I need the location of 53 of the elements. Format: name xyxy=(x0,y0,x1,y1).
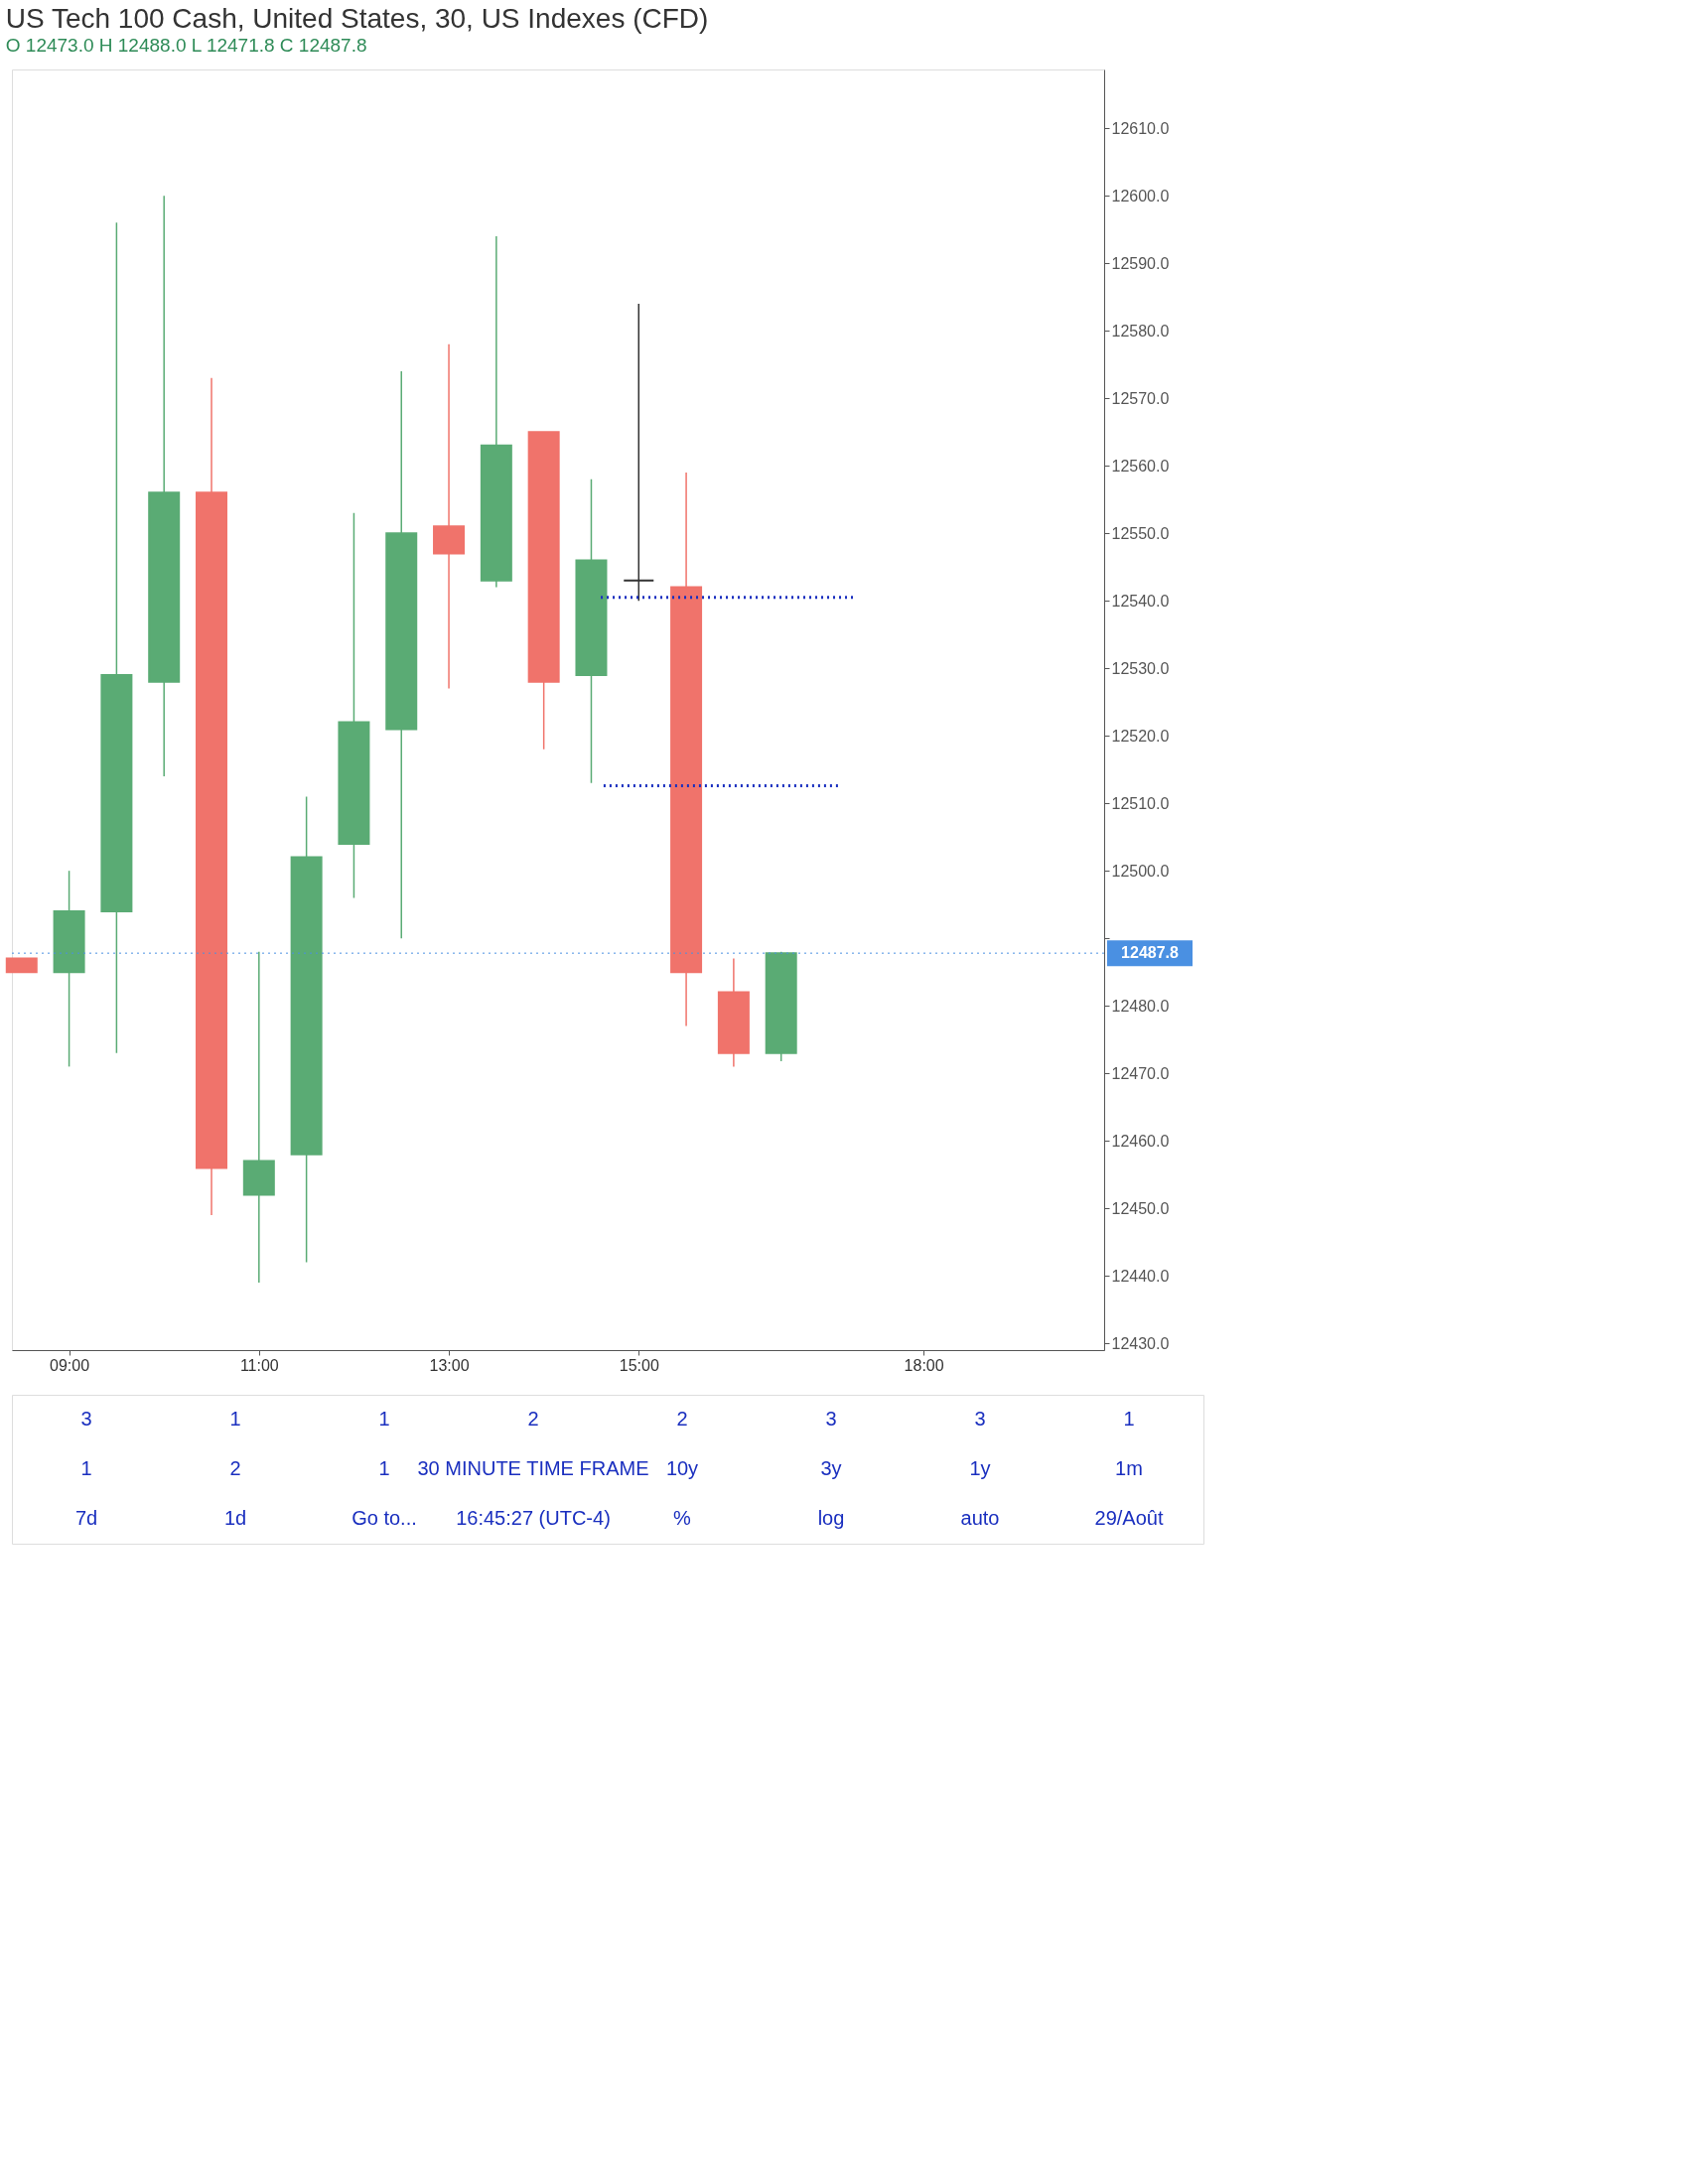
y-tick-label: 12450.0 xyxy=(1111,1199,1170,1217)
candlestick xyxy=(242,951,275,1284)
y-tick-label: 12430.0 xyxy=(1111,1334,1170,1352)
text: 1 xyxy=(1123,1408,1135,1430)
y-tick-label: 12540.0 xyxy=(1111,592,1170,610)
text: % xyxy=(673,1507,692,1529)
y-tick-label: 12560.0 xyxy=(1111,457,1170,475)
y-tick-label: 12610.0 xyxy=(1111,119,1170,137)
text: 3 xyxy=(80,1408,92,1430)
text: 1 xyxy=(378,1457,390,1479)
text: 3 xyxy=(974,1408,986,1430)
text: 30 MINUTE TIME FRAME xyxy=(417,1457,649,1479)
text: log xyxy=(817,1507,845,1529)
candlestick xyxy=(623,303,655,602)
text: 3y xyxy=(820,1457,842,1479)
text: 10y xyxy=(665,1457,699,1479)
text: 1 xyxy=(80,1457,92,1479)
y-tick-label: 12550.0 xyxy=(1111,524,1170,542)
text: 29/Août xyxy=(1094,1507,1164,1529)
text: 1 xyxy=(378,1408,390,1430)
candlestick xyxy=(433,343,466,690)
y-tick-label: 12530.0 xyxy=(1111,659,1170,677)
text: 1 xyxy=(229,1408,241,1430)
chart-subtitle: O 12473.0 H 12488.0 L 12471.8 C 12487.8 xyxy=(5,35,367,56)
text: 1d xyxy=(223,1507,247,1529)
y-tick-label: 12600.0 xyxy=(1111,187,1170,205)
text: Go to... xyxy=(352,1507,417,1529)
y-tick-label: 12580.0 xyxy=(1111,322,1170,340)
y-tick-label: 12460.0 xyxy=(1111,1132,1170,1150)
text: 1y xyxy=(969,1457,991,1479)
y-tick-label: 12480.0 xyxy=(1111,997,1170,1015)
text: 1m xyxy=(1115,1457,1143,1479)
y-tick-label: 12520.0 xyxy=(1111,727,1170,745)
text: 2 xyxy=(527,1408,539,1430)
y-tick-label: 12470.0 xyxy=(1111,1064,1170,1082)
chart-title: US Tech 100 Cash, United States, 30, US Indexes (CFD) xyxy=(5,3,709,34)
x-tick-label: 15:00 xyxy=(619,1356,659,1374)
y-tick-label: 12440.0 xyxy=(1111,1267,1170,1285)
text: 7d xyxy=(74,1507,98,1529)
x-tick-label: 13:00 xyxy=(429,1356,470,1374)
text: 2 xyxy=(229,1457,241,1479)
y-tick-label: 12570.0 xyxy=(1111,389,1170,407)
ref-line-label: 12487.8 xyxy=(1121,944,1180,962)
x-tick-label: 11:00 xyxy=(239,1356,279,1374)
y-tick-label: 12500.0 xyxy=(1111,862,1170,880)
text: 2 xyxy=(676,1408,688,1430)
y-tick-label: 12510.0 xyxy=(1111,794,1170,812)
text: 16:45:27 (UTC-4) xyxy=(456,1507,611,1529)
x-tick-label: 18:00 xyxy=(904,1356,944,1374)
text: auto xyxy=(960,1507,1000,1529)
y-tick-label: 12590.0 xyxy=(1111,254,1170,272)
text: 3 xyxy=(825,1408,837,1430)
x-tick-label: 09:00 xyxy=(50,1356,90,1374)
